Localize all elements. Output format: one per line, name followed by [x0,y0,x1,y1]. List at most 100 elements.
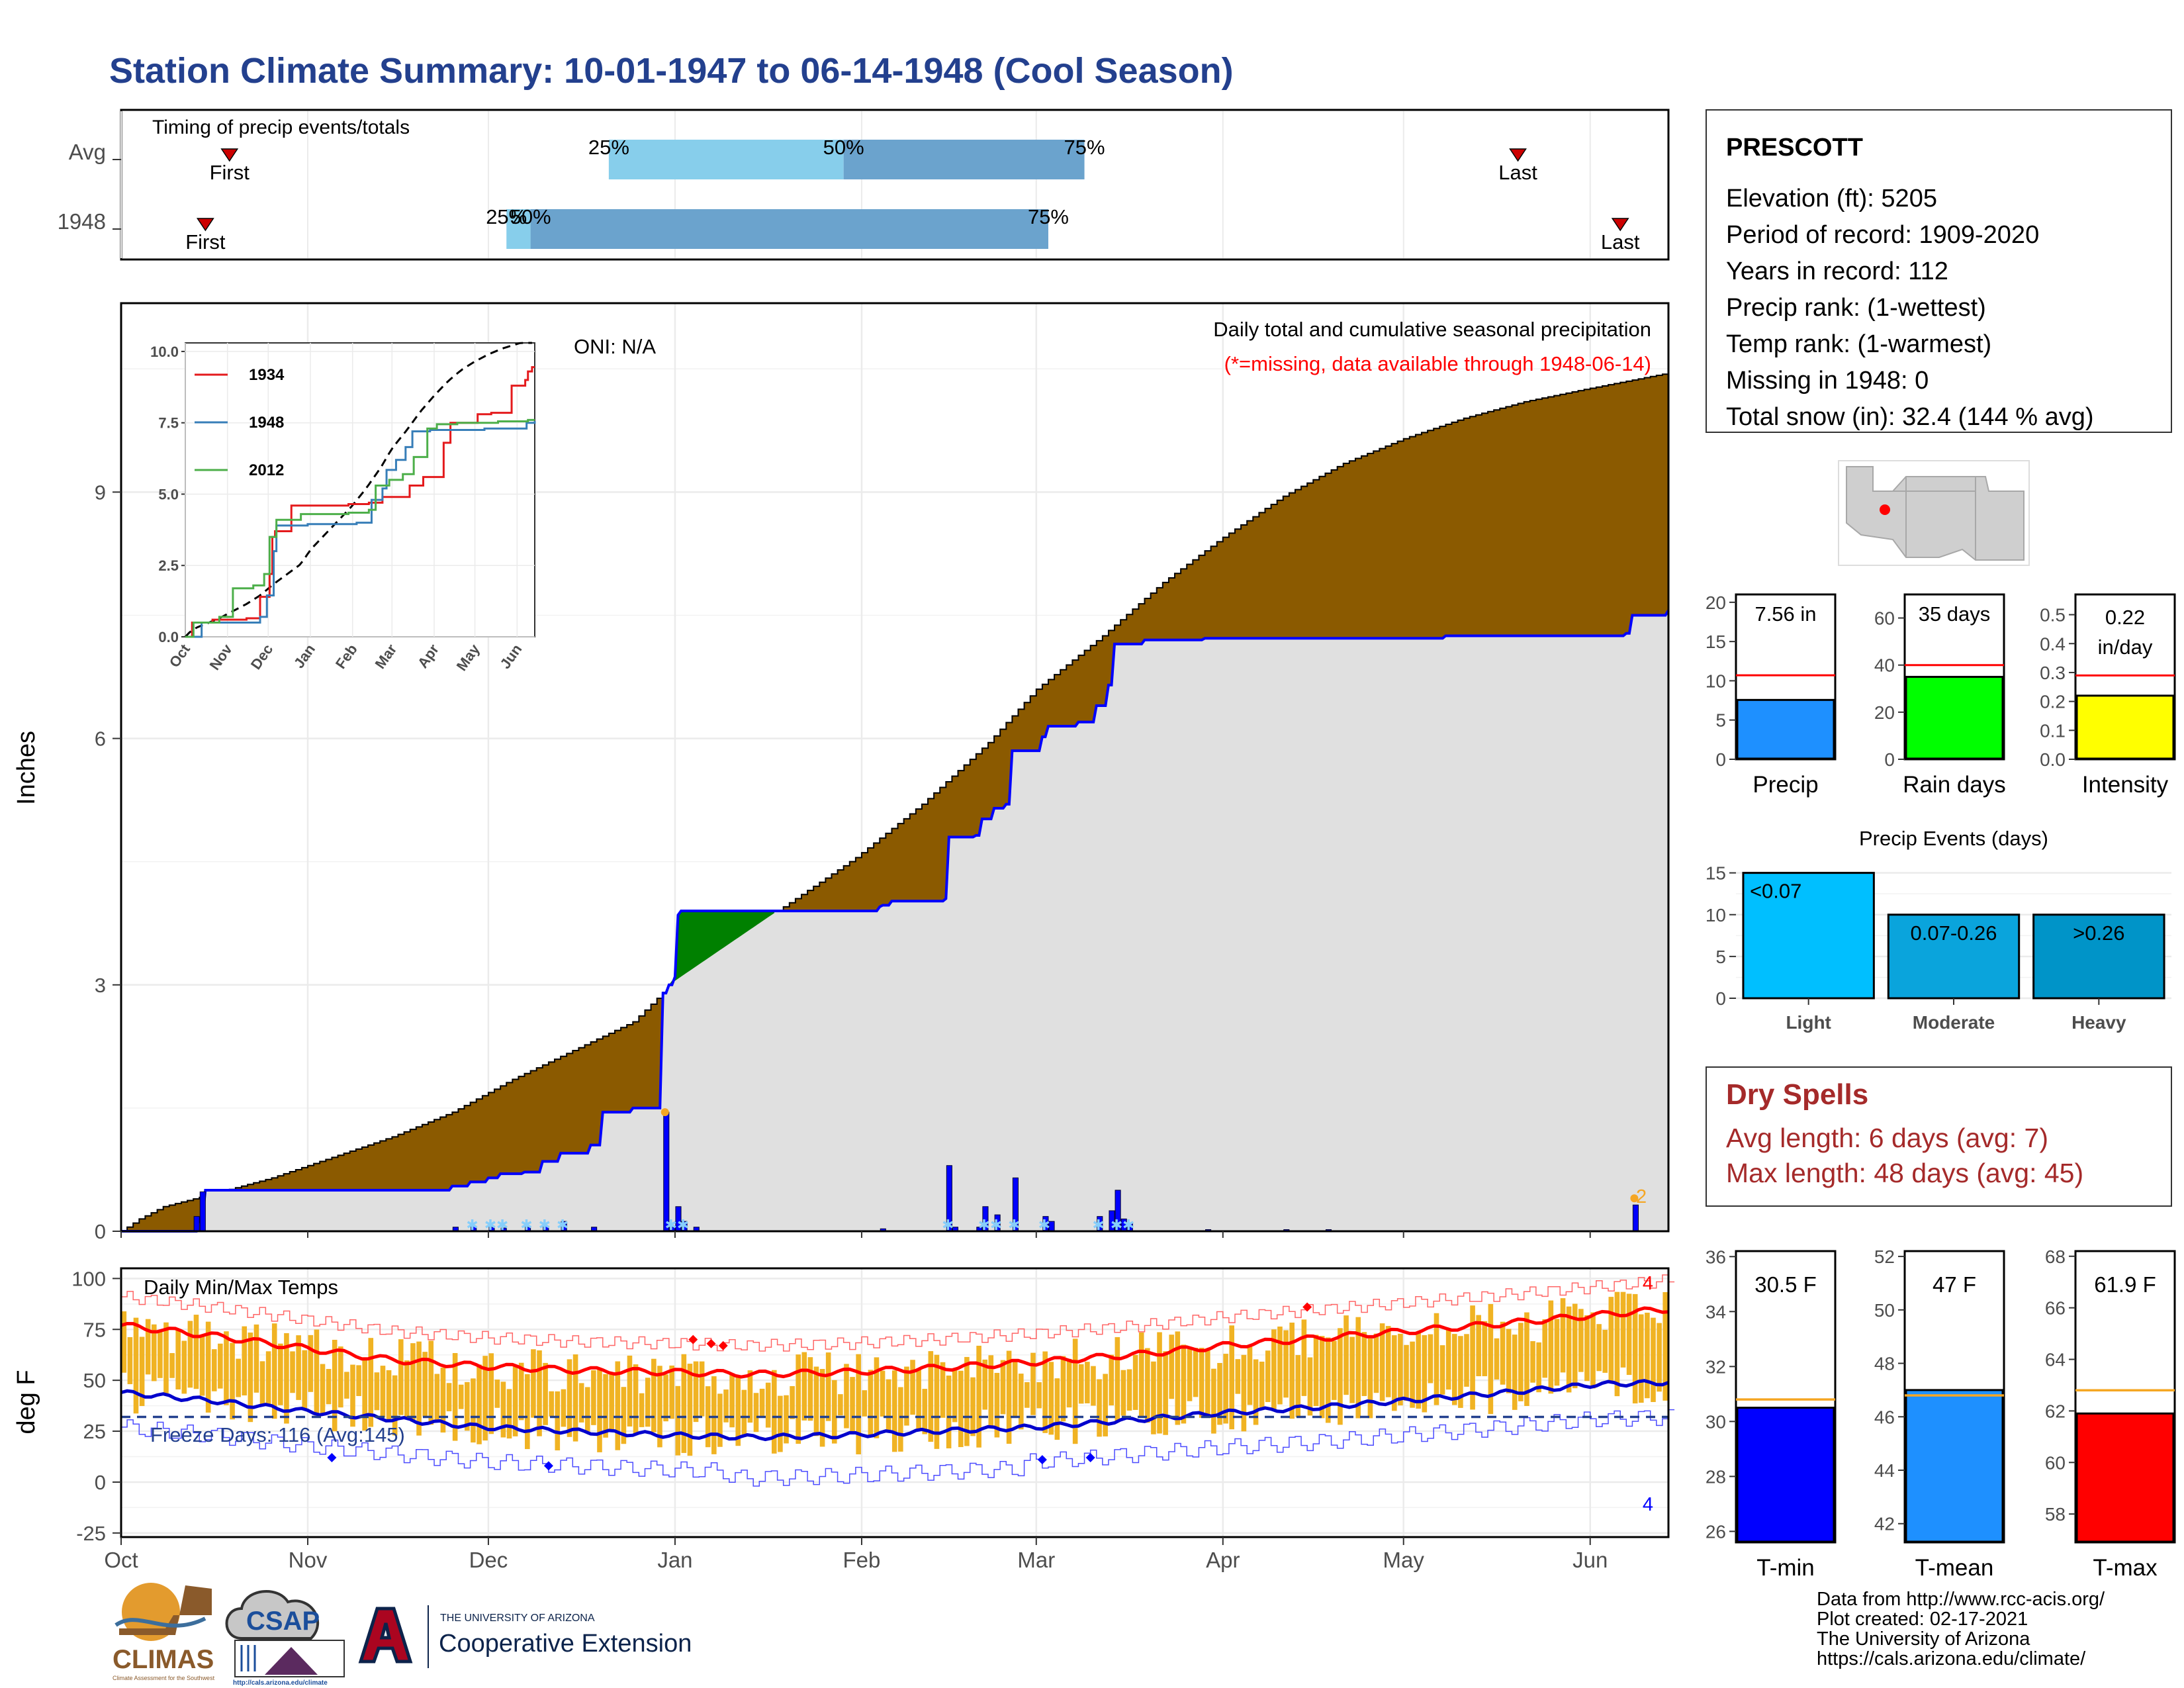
temp-range-bar [452,1353,458,1441]
summary-value-label: in/day [2098,635,2153,659]
temp-range-bar [567,1359,572,1437]
ua-logo-large: Cooperative Extension [439,1630,692,1658]
timing-q25-q50-bar [608,140,844,179]
temp-panel-border [120,1267,1670,1538]
temp-range-bar [1301,1319,1307,1396]
precip-y-label: Inches [13,731,40,805]
temp-range-bar [404,1360,410,1417]
temp-range-bar [1361,1332,1367,1396]
temp-range-bar [127,1336,133,1385]
temp-range-bar [236,1358,241,1397]
page-title: Station Climate Summary: 10-01-1947 to 0… [109,51,1234,91]
temp-range-bar [609,1373,614,1430]
summary-value-bar [1736,698,1835,760]
snow-marker: ✱ [557,1217,569,1233]
temp-range-bar [633,1364,639,1434]
daily-precip-bar [1632,1204,1639,1232]
temp-range-bar [1367,1338,1373,1419]
events-bar [1742,872,1875,1000]
inset-legend-label: 2012 [249,461,284,479]
footer-university: The University of Arizona [1817,1628,2030,1650]
record-high-marker [688,1335,698,1344]
temp-range-bar [790,1385,795,1419]
inset-y-tick-label: 10.0 [150,344,179,360]
temp-range-bar [410,1343,416,1422]
temp-range-bar [850,1377,855,1433]
record-low-marker [327,1453,337,1463]
temp-range-bar [1223,1354,1228,1424]
record-low-line [121,1409,1675,1487]
temp-range-bar [187,1321,193,1388]
timing-q75-label: 75% [1028,205,1069,228]
temp-range-bar [940,1362,946,1418]
temp-summary-y-tick-label: 52 [1874,1246,1895,1267]
station-location-dot [1880,504,1890,515]
temp-range-bar [224,1331,229,1405]
temp-range-bar [741,1389,747,1437]
temp-range-bar [1373,1333,1379,1393]
summary-bar-charts: 0 5 10 15 20 Precip 7.56 in 0 20 40 60 Rain days 35 … [1706,592,2176,798]
temp-range-bar [958,1370,964,1448]
timing-q50-label: 50% [823,136,864,159]
timing-last-label: Last [1601,230,1640,254]
temp-summary-y-tick-label: 26 [1706,1521,1726,1542]
summary-y-tick-label: 0 [1884,749,1895,770]
temp-summary-y-tick-label: 30 [1706,1411,1726,1432]
summary-x-label: Intensity [2082,772,2169,798]
temp-range-bar [1217,1362,1222,1425]
climas-logo: CLIMAS Climate Assessment for the Southw… [113,1583,215,1681]
climas-logo-text: CLIMAS [113,1645,214,1674]
csap-logo-text: CSAP [246,1607,320,1636]
temp-range-bar [332,1339,338,1432]
temp-range-bar [290,1351,295,1393]
temp-range-bar [831,1380,837,1444]
precip-y-axis: 0 3 6 9 [95,481,121,1243]
temp-range-bar [1103,1374,1108,1436]
events-y-tick-label: 10 [1706,905,1726,925]
temp-range-bar [392,1375,398,1436]
temp-range-bar [1349,1336,1355,1403]
temp-y-label: deg F [13,1370,40,1434]
temp-range-bar [868,1370,874,1436]
temp-range-bar [988,1355,994,1429]
temp-range-bar [651,1358,657,1432]
dry-spells-avg: Avg length: 6 days (avg: 7) [1726,1123,2048,1153]
temp-range-bar [121,1311,127,1373]
temp-range-bar [1524,1312,1529,1406]
temp-range-bar [578,1383,584,1423]
timing-first-label: First [210,161,250,184]
temp-range-bar [374,1372,380,1411]
temp-range-bar [862,1390,868,1417]
summary-y-tick-label: 15 [1706,632,1726,652]
temp-range-bar [1289,1323,1295,1419]
timing-q25-q50-bar [506,209,531,249]
temp-range-bar [1433,1313,1439,1405]
temp-range-bar [874,1357,880,1438]
temp-range-bar [687,1364,693,1456]
temp-range-bar [531,1349,536,1418]
temp-y-tick-label: 0 [95,1471,106,1494]
inset-frame [185,342,535,637]
temp-range-bar [964,1356,970,1446]
temp-range-bar [308,1335,314,1392]
summary-y-tick-label: 5 [1715,710,1726,731]
temp-range-bar [639,1393,645,1427]
summary-x-label: Rain days [1903,772,2006,798]
ua-logo: THE UNIVERSITY OF ARIZONA Cooperative Ex… [358,1605,692,1668]
temp-range-bar [621,1387,627,1444]
temp-range-bar [506,1389,512,1439]
surplus-area-top [668,911,775,987]
snow-marker: ✱ [1038,1217,1050,1233]
temp-range-bar [1518,1323,1524,1401]
events-range-label: <0.07 [1750,880,1801,903]
temp-range-bar [1355,1317,1361,1419]
temp-range-bar [784,1395,789,1444]
precip-y-tick-label: 9 [95,481,106,504]
temp-range-bar [663,1374,668,1422]
temp-range-bar [1018,1374,1024,1430]
temp-range-bar [1253,1359,1259,1425]
temp-summary-y-tick-label: 66 [2045,1298,2066,1319]
temp-summary-y-tick-label: 42 [1874,1514,1895,1534]
summary-value-label: 0.22 [2105,606,2145,629]
footer-url: https://cals.arizona.edu/climate/ [1817,1648,2086,1669]
